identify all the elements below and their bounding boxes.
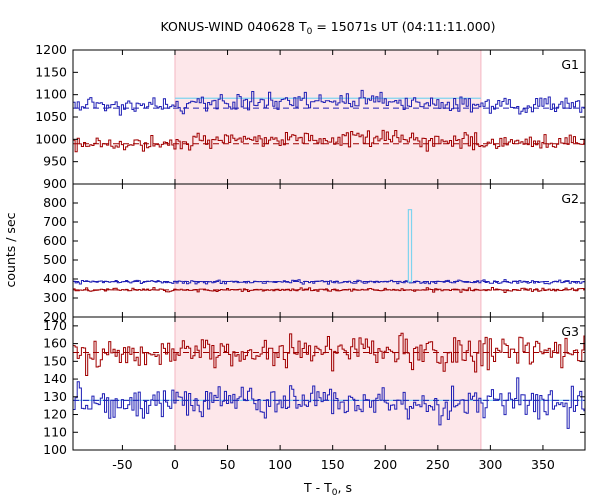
y-tick-label: 160 <box>43 336 67 351</box>
panel-label: G1 <box>561 57 579 72</box>
panel-g1: 900 950 1000 1050 1100 1150 1200 G1 <box>35 42 586 191</box>
y-tick-label: 150 <box>43 353 67 368</box>
series-blue <box>73 89 585 116</box>
y-tick-label: 700 <box>43 214 67 229</box>
panel-frame <box>72 316 586 451</box>
panels-group: 90095010001050110011501200G1200300400500… <box>35 42 586 472</box>
x-tick-label: 150 <box>321 457 345 472</box>
y-tick-label: 600 <box>43 233 67 248</box>
title-subscript: 0 <box>307 27 313 37</box>
y-tick-label: 950 <box>43 154 67 169</box>
y-tick-label: 1200 <box>35 42 67 57</box>
y-tick-label: 300 <box>43 290 67 305</box>
y-tick-label: 170 <box>43 318 67 333</box>
y-tick-label: 100 <box>43 442 67 457</box>
panel-label: G3 <box>561 324 579 339</box>
series-red <box>73 129 585 153</box>
xlabel-subscript: 0 <box>332 488 338 498</box>
panel-g2: 200 300 400 500 600 700 800 G2 <box>43 183 586 324</box>
y-tick-label: 110 <box>43 424 67 439</box>
y-tick-label: 120 <box>43 407 67 422</box>
series-red <box>73 332 585 376</box>
y-tick-label: 1100 <box>35 87 67 102</box>
x-axis-label: T - T0, s <box>303 480 352 498</box>
x-tick-label: 50 <box>220 457 236 472</box>
panel-g3: 100 110 120 130 140 150 160 170 G3 <box>43 316 586 457</box>
x-tick-label: 0 <box>171 457 179 472</box>
shaded-interval <box>174 50 481 184</box>
title-rest: = 15071s UT (04:11:11.000) <box>312 19 495 34</box>
x-tick-label: 250 <box>426 457 450 472</box>
y-tick-label: 130 <box>43 389 67 404</box>
y-tick-label: 140 <box>43 371 67 386</box>
y-tick-label: 200 <box>43 309 67 324</box>
y-tick-label: 1150 <box>35 64 67 79</box>
y-tick-label: 400 <box>43 271 67 286</box>
x-tick-label: 100 <box>268 457 292 472</box>
y-axis-label: counts / sec <box>3 212 18 287</box>
y-tick-label: 900 <box>43 176 67 191</box>
x-tick-label: -50 <box>112 457 132 472</box>
panel-label: G2 <box>561 191 579 206</box>
shaded-interval <box>174 184 481 317</box>
series-blue <box>73 279 585 285</box>
xlabel-main: T - T <box>303 480 332 495</box>
chart-title: KONUS-WIND 040628 T0 = 15071s UT (04:11:… <box>160 19 495 37</box>
x-tick-label: 350 <box>531 457 555 472</box>
shaded-interval <box>174 317 481 450</box>
spike-mark <box>407 209 413 283</box>
y-tick-label: 800 <box>43 195 67 210</box>
xlabel-rest: , s <box>338 480 352 495</box>
y-tick-label: 1050 <box>35 109 67 124</box>
series-blue <box>73 377 585 429</box>
x-tick-label: 200 <box>373 457 397 472</box>
title-main: KONUS-WIND 040628 T <box>160 19 306 34</box>
x-tick-label: 300 <box>478 457 502 472</box>
y-tick-label: 1000 <box>35 131 67 146</box>
y-tick-label: 500 <box>43 252 67 267</box>
